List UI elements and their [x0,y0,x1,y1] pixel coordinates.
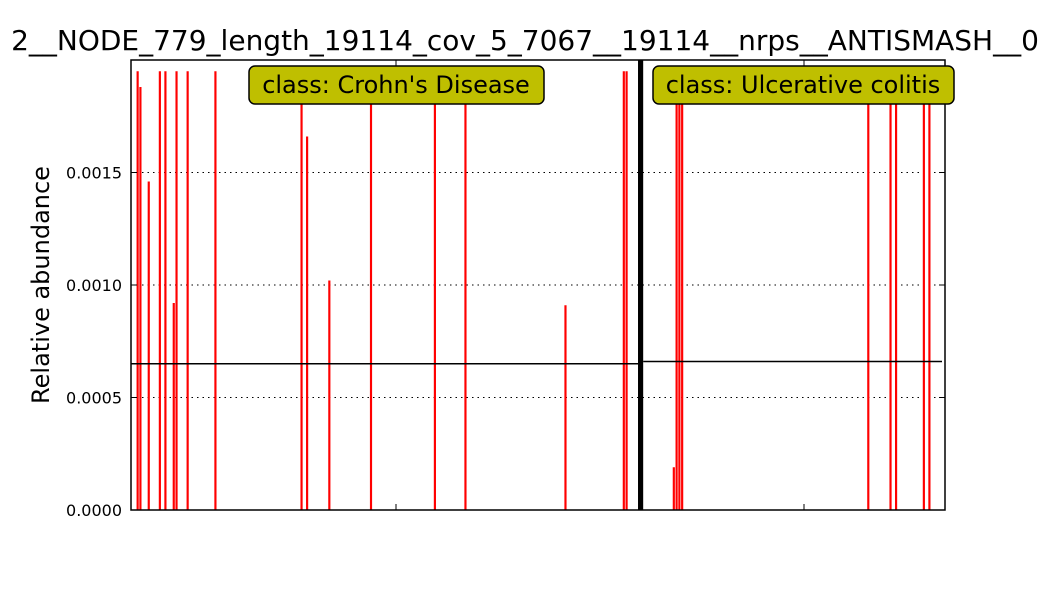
bar [175,71,178,510]
bar [889,71,892,510]
y-tick-label: 0.0000 [66,501,122,520]
y-axis-label: Relative abundance [27,166,55,404]
bar [625,71,628,510]
bar [564,305,567,510]
annotation-label: class: Crohn's Disease [262,71,530,99]
y-tick-label: 0.0015 [66,164,122,183]
bar [214,71,217,510]
bar [433,71,436,510]
bar [675,71,678,510]
bar [158,71,161,510]
bar [164,71,167,510]
bar [328,280,331,510]
group-divider-bar [638,60,644,510]
bar [172,303,175,510]
mean-lines [131,360,942,365]
bar [369,71,373,510]
bar [678,71,681,510]
bar [300,71,303,510]
bars [136,71,931,510]
y-tick-label: 0.0005 [66,389,122,408]
bar [922,71,925,510]
annotation-label: class: Ulcerative colitis [666,71,941,99]
plot-frame [130,59,946,511]
bar [928,71,931,510]
chart-title: 2__NODE_779_length_19114_cov_5_7067__191… [11,24,1039,57]
bar [894,71,898,510]
bar [136,71,139,510]
bar [622,71,625,510]
bar [867,71,870,510]
y-tick-label: 0.0010 [66,276,122,295]
bar [681,71,684,510]
bar [147,181,150,510]
bar [306,136,309,510]
annotation-box [248,65,545,105]
bar [186,71,189,510]
x-ticks [395,60,805,510]
bar [672,467,675,510]
bar [139,87,142,510]
annotations: class: Crohn's Disease class: Ulcerative … [248,65,955,105]
group-divider [638,60,644,510]
grid-lines [131,172,945,398]
annotation-box [652,65,955,105]
y-ticks: 0.0000 0.0005 0.0010 0.0015 [66,164,945,520]
bar [464,71,467,510]
